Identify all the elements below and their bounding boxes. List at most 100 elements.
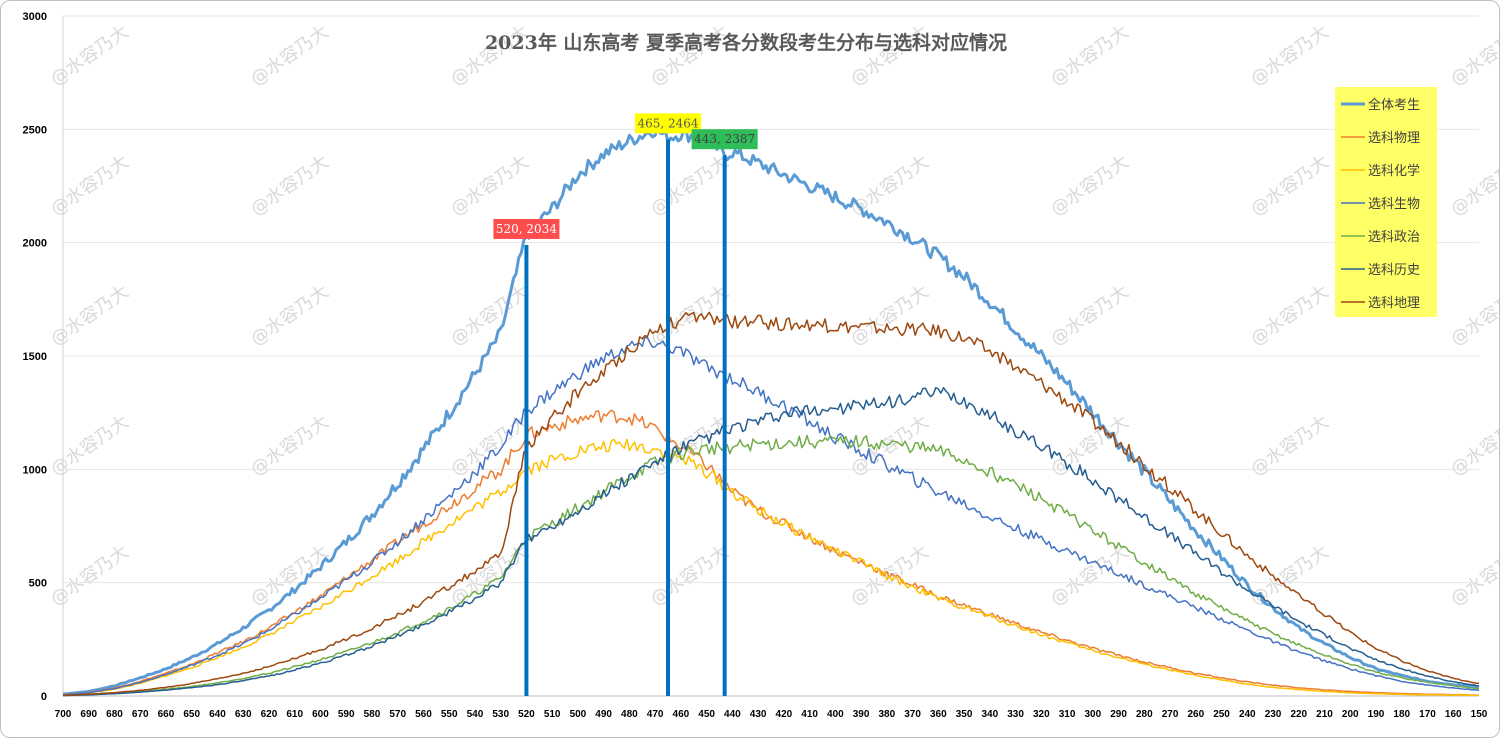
- watermark-text: @水容乃大: [247, 281, 333, 350]
- x-tick-label: 150: [1471, 709, 1488, 720]
- x-tick-label: 540: [467, 709, 484, 720]
- x-tick-label: 200: [1342, 709, 1359, 720]
- watermark-text: @水容乃大: [447, 541, 533, 610]
- watermark-text: @水容乃大: [1447, 541, 1500, 610]
- watermark-text: @水容乃大: [1247, 151, 1333, 220]
- watermark-text: @水容乃大: [447, 151, 533, 220]
- x-tick-label: 260: [1187, 709, 1204, 720]
- y-tick-label: 3000: [23, 11, 47, 23]
- x-tick-label: 600: [312, 709, 329, 720]
- watermark-text: @水容乃大: [1047, 151, 1133, 220]
- watermark-text: @水容乃大: [47, 151, 133, 220]
- x-tick-label: 570: [389, 709, 406, 720]
- chart-title: 2023年 山东高考 夏季高考各分数段考生分布与选科对应情况: [485, 31, 1007, 54]
- reference-lines: 520, 2034 465, 2464 443, 2387: [493, 113, 758, 696]
- x-tick-label: 520: [518, 709, 535, 720]
- x-tick-label: 270: [1162, 709, 1179, 720]
- series-layer: [62, 126, 1480, 697]
- annotation-label-443: 443, 2387: [694, 132, 755, 146]
- annotation-bg-443: [691, 129, 758, 150]
- watermark-text: @水容乃大: [847, 541, 933, 610]
- watermark-text: @水容乃大: [1447, 281, 1500, 350]
- x-tick-label: 660: [158, 709, 175, 720]
- x-tick-label: 210: [1316, 709, 1333, 720]
- x-tick-label: 220: [1290, 709, 1307, 720]
- series-line-1: [62, 126, 1480, 696]
- watermark-text: @水容乃大: [1247, 281, 1333, 350]
- x-tick-label: 350: [956, 709, 973, 720]
- legend-label-3: 选科化学: [1368, 163, 1420, 179]
- x-tick-label: 240: [1239, 709, 1256, 720]
- x-tick-label: 170: [1419, 709, 1436, 720]
- legend-label-5: 选科政治: [1368, 230, 1420, 245]
- x-tick-label: 420: [776, 709, 793, 720]
- x-tick-label: 290: [1110, 709, 1127, 720]
- series-line-2: [62, 409, 1480, 696]
- series-line-6: [62, 386, 1480, 697]
- legend-label-2: 选科物理: [1368, 131, 1420, 146]
- x-tick-label: 320: [1033, 709, 1050, 720]
- x-tick-label: 360: [930, 709, 947, 720]
- y-tick-label: 2500: [23, 124, 47, 136]
- x-tick-label: 530: [492, 709, 509, 720]
- legend-box: [1335, 87, 1437, 317]
- y-tick-label: 1500: [23, 351, 47, 363]
- x-tick-label: 250: [1213, 709, 1230, 720]
- legend-label-4: 选科生物: [1368, 197, 1420, 212]
- watermark-text: @水容乃大: [247, 541, 333, 610]
- annotation-bg-520: [493, 218, 560, 239]
- y-tick-label: 1000: [23, 464, 47, 476]
- x-tick-label: 390: [853, 709, 870, 720]
- x-tick-label: 490: [595, 709, 612, 720]
- legend-label-1: 全体考生: [1368, 97, 1420, 113]
- watermark-text: @水容乃大: [847, 151, 933, 220]
- series-line-3: [62, 438, 1479, 697]
- series-line-5: [63, 434, 1480, 697]
- x-tick-label: 670: [132, 709, 149, 720]
- watermark-text: @水容乃大: [1447, 151, 1500, 220]
- axes: 0 500 1000 1500 2000 2500 3000 700 690 680 670 660 6…: [23, 11, 1488, 720]
- series-line-7: [62, 311, 1480, 697]
- x-tick-label: 690: [80, 709, 97, 720]
- x-tick-label: 340: [981, 709, 998, 720]
- watermark-text: @水容乃大: [47, 541, 133, 610]
- annotation-label-520: 520, 2034: [496, 222, 557, 236]
- watermark-text: @水容乃大: [647, 151, 733, 220]
- x-tick-label: 620: [261, 709, 278, 720]
- x-tick-label: 230: [1265, 709, 1282, 720]
- x-tick-label: 370: [904, 709, 921, 720]
- legend-label-6: 选科历史: [1368, 263, 1420, 278]
- x-tick-label: 380: [879, 709, 896, 720]
- y-tick-label: 2000: [23, 238, 47, 250]
- x-tick-label: 640: [209, 709, 226, 720]
- annotation-label-465: 465, 2464: [637, 116, 698, 130]
- x-tick-label: 300: [1084, 709, 1101, 720]
- x-tick-label: 190: [1368, 709, 1385, 720]
- legend-label-7: 选科地理: [1368, 296, 1420, 311]
- annotation-bg-465: [635, 113, 702, 134]
- x-tick-label: 580: [364, 709, 381, 720]
- watermark-text: @水容乃大: [247, 21, 333, 90]
- watermark-text: @水容乃大: [1447, 21, 1500, 90]
- watermark-text: @水容乃大: [447, 281, 533, 350]
- x-tick-label: 440: [724, 709, 741, 720]
- watermark-text: @水容乃大: [1047, 281, 1133, 350]
- x-tick-label: 700: [55, 709, 72, 720]
- watermark-text: @水容乃大: [647, 541, 733, 610]
- series-line-4: [62, 336, 1480, 696]
- x-tick-label: 550: [441, 709, 458, 720]
- x-tick-label: 650: [183, 709, 200, 720]
- x-tick-label: 680: [106, 709, 123, 720]
- x-tick-label: 310: [1059, 709, 1076, 720]
- x-tick-label: 630: [235, 709, 252, 720]
- x-tick-label: 460: [673, 709, 690, 720]
- watermark-text: @水容乃大: [1247, 541, 1333, 610]
- x-tick-label: 280: [1136, 709, 1153, 720]
- watermark-text: @水容乃大: [247, 151, 333, 220]
- x-tick-label: 410: [801, 709, 818, 720]
- watermark-text: @水容乃大: [1247, 21, 1333, 90]
- x-tick-label: 180: [1393, 709, 1410, 720]
